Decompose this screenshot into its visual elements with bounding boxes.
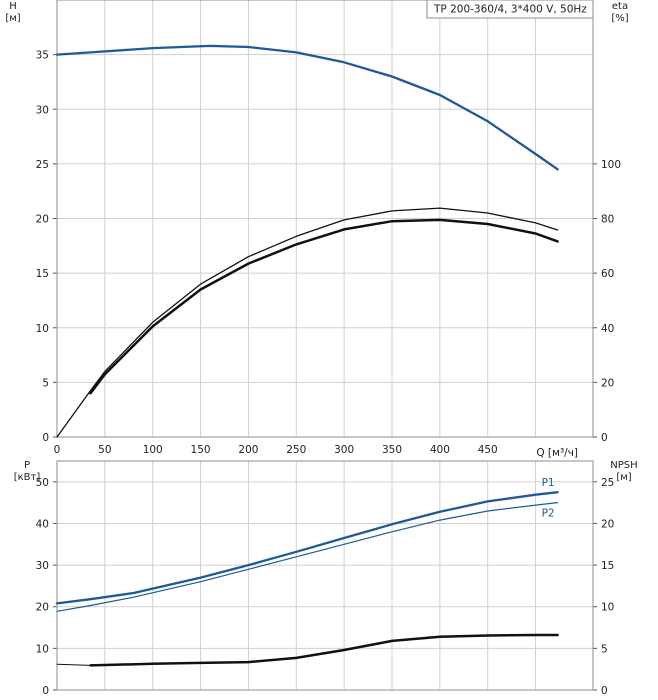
right-tick-label: 25: [601, 477, 614, 489]
left-tick-label: 20: [36, 214, 49, 226]
series-p2-line: [56, 502, 559, 612]
eta-axis-unit: [%]: [611, 13, 628, 24]
left-tick-label: 40: [36, 518, 49, 530]
series-npsh-line: [89, 633, 559, 667]
left-tick-label: 0: [42, 685, 49, 697]
legend-text: TP 200-360/4, 3*400 V, 50Hz: [433, 4, 587, 16]
npsh-axis-title: NPSH: [610, 460, 637, 471]
x-axis-label: Q [м³/ч]: [536, 447, 578, 459]
upper-panel-h-eta: 0 50 100 150 200 250 300 350 400 4500510152025303…: [36, 0, 621, 456]
upper-left-axis-title: H [м]: [5, 1, 20, 24]
series-h-line: [55, 44, 559, 171]
p-axis-unit: [кВт]: [14, 472, 41, 483]
x-axis-title: Q [м³/ч]: [536, 447, 578, 459]
left-tick-label: 15: [36, 268, 49, 280]
right-tick-label: 5: [601, 643, 608, 655]
right-tick-label: 20: [601, 518, 614, 530]
plot-frame: [56, 0, 594, 438]
right-tick-label: 15: [601, 560, 614, 572]
h-axis-unit: [м]: [5, 13, 20, 24]
lower-left-axis-title: P [кВт]: [14, 460, 41, 483]
x-tick-label: 300: [334, 444, 354, 456]
x-tick-label: 150: [191, 444, 211, 456]
left-tick-label: 35: [36, 50, 49, 62]
lower-right-axis-title: NPSH [м]: [610, 460, 637, 483]
left-tick-label: 10: [36, 323, 49, 335]
plot-frame: [56, 460, 594, 691]
x-tick-label: 50: [98, 444, 111, 456]
eta-axis-title: eta: [612, 1, 628, 12]
left-tick-label: 10: [36, 643, 49, 655]
left-tick-label: 0: [42, 432, 49, 444]
right-tick-label: 60: [601, 268, 614, 280]
right-tick-label: 80: [601, 214, 614, 226]
legend: TP 200-360/4, 3*400 V, 50Hz: [426, 0, 594, 19]
series-p1-line: [55, 491, 559, 605]
right-tick-label: 100: [601, 159, 621, 171]
left-tick-label: 30: [36, 560, 49, 572]
left-tick-label: 5: [42, 377, 49, 389]
right-tick-label: 20: [601, 377, 614, 389]
series-eta-1-line: [56, 207, 559, 438]
x-tick-label: 0: [54, 444, 61, 456]
x-tick-label: 450: [478, 444, 498, 456]
x-tick-label: 250: [286, 444, 306, 456]
right-tick-label: 40: [601, 323, 614, 335]
x-tick-label: 200: [238, 444, 258, 456]
x-tick-label: 350: [382, 444, 402, 456]
lower-panel-p-npsh: 0 10 20 30 40 50 0 5 10 15 20 25 P1 P2: [36, 460, 614, 697]
x-tick-label: 100: [143, 444, 163, 456]
upper-right-axis-title: eta [%]: [611, 1, 628, 24]
left-tick-label: 20: [36, 602, 49, 614]
series-eta-2-line: [89, 218, 559, 395]
right-tick-label: 0: [601, 685, 608, 697]
series-label-p1: P1: [542, 477, 555, 489]
x-tick-label: 400: [430, 444, 450, 456]
series-npsh-thin-line: [56, 663, 91, 666]
h-axis-title: H: [9, 1, 17, 12]
legend-box: [426, 0, 594, 19]
series-label-p2: P2: [542, 508, 555, 520]
left-tick-label: 30: [36, 104, 49, 116]
left-tick-label: 50: [36, 477, 49, 489]
right-tick-label: 0: [601, 432, 608, 444]
npsh-axis-unit: [м]: [616, 472, 631, 483]
p-axis-title: P: [24, 460, 30, 471]
right-tick-label: 10: [601, 602, 614, 614]
left-tick-label: 25: [36, 159, 49, 171]
